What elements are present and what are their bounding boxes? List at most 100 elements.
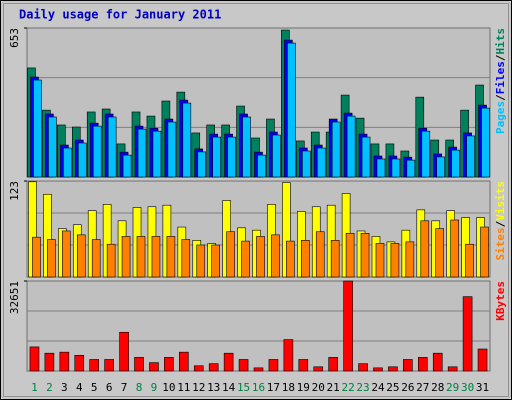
bar xyxy=(29,346,40,372)
bar xyxy=(328,357,338,372)
bar xyxy=(302,150,311,178)
bar xyxy=(462,296,473,372)
bar xyxy=(405,241,415,278)
bar xyxy=(256,236,265,278)
bar xyxy=(62,230,71,278)
bar xyxy=(106,243,116,278)
bar xyxy=(432,352,443,372)
bar xyxy=(391,158,401,178)
bar xyxy=(166,236,176,278)
bar xyxy=(241,240,250,278)
x-tick-label: 17 xyxy=(267,381,280,394)
bar xyxy=(32,236,41,278)
bar xyxy=(208,363,219,372)
bar xyxy=(257,154,266,178)
bar xyxy=(358,363,368,372)
chart-title: Daily usage for January 2011 xyxy=(19,8,221,22)
bar xyxy=(47,239,56,278)
x-tick-label: 24 xyxy=(371,381,385,394)
bar xyxy=(151,236,161,278)
bar xyxy=(48,116,57,178)
bar xyxy=(403,359,413,372)
bar xyxy=(152,130,162,178)
bar xyxy=(212,136,221,178)
x-tick-label: 7 xyxy=(121,381,128,394)
x-tick-label: 13 xyxy=(207,381,220,394)
bar xyxy=(480,226,489,278)
x-tick-label: 26 xyxy=(401,381,414,394)
bar xyxy=(33,79,42,178)
bar xyxy=(436,156,446,178)
legend-separator: / xyxy=(494,220,507,227)
bar xyxy=(477,348,488,372)
bar xyxy=(74,354,85,372)
bar xyxy=(253,367,264,372)
bar xyxy=(76,234,86,278)
x-tick-label: 16 xyxy=(252,381,265,394)
x-tick-label: 21 xyxy=(327,381,340,394)
bar xyxy=(137,128,147,178)
bar xyxy=(287,42,296,178)
bar xyxy=(301,240,310,278)
x-tick-label: 2 xyxy=(46,381,53,394)
x-tick-label: 29 xyxy=(446,381,459,394)
x-tick-label: 5 xyxy=(91,381,98,394)
bar xyxy=(331,121,341,178)
x-tick-label: 20 xyxy=(312,381,325,394)
bar xyxy=(451,149,460,178)
y-tick-label: 123 xyxy=(8,181,21,201)
bar xyxy=(121,236,131,278)
x-tick-label: 25 xyxy=(386,381,399,394)
bar xyxy=(193,365,204,372)
bar xyxy=(361,136,371,178)
bar xyxy=(119,331,129,372)
bar xyxy=(435,228,445,278)
x-tick-label: 22 xyxy=(341,381,354,394)
bar xyxy=(346,115,356,178)
bar xyxy=(315,231,325,278)
x-tick-label: 19 xyxy=(297,381,310,394)
bar xyxy=(313,366,324,372)
bar xyxy=(406,159,416,178)
x-tick-label: 30 xyxy=(461,381,474,394)
bar xyxy=(375,243,385,278)
x-tick-label: 27 xyxy=(416,381,429,394)
bar xyxy=(373,367,383,372)
x-tick-label: 1 xyxy=(31,381,38,394)
bar xyxy=(388,366,398,372)
bar xyxy=(167,121,177,178)
bar xyxy=(77,142,87,178)
bar xyxy=(286,240,295,278)
x-tick-label: 6 xyxy=(106,381,113,394)
bar xyxy=(136,236,146,278)
bar xyxy=(164,357,174,372)
bar xyxy=(63,147,72,178)
plot-area xyxy=(26,280,491,372)
bar xyxy=(122,154,132,178)
bar xyxy=(360,232,370,278)
bar xyxy=(91,239,101,278)
bar xyxy=(238,359,249,372)
y-tick-label: 653 xyxy=(8,28,21,48)
x-tick-label: 9 xyxy=(151,381,158,394)
bar xyxy=(330,240,340,278)
bar xyxy=(107,116,117,178)
bar xyxy=(271,234,280,278)
bar xyxy=(390,243,400,278)
x-tick-label: 3 xyxy=(61,381,68,394)
x-tick-label: 8 xyxy=(136,381,143,394)
bar xyxy=(345,232,355,278)
bar xyxy=(44,352,55,372)
bar xyxy=(420,220,430,278)
bar xyxy=(283,339,294,372)
bar xyxy=(447,366,458,372)
x-tick-label: 23 xyxy=(356,381,369,394)
bar xyxy=(226,231,235,278)
bar xyxy=(343,280,353,372)
bar xyxy=(89,359,100,372)
x-tick-label: 12 xyxy=(192,381,205,394)
bar xyxy=(268,359,279,372)
legend-entry: Sites xyxy=(494,227,507,260)
x-tick-label: 14 xyxy=(222,381,236,394)
bar xyxy=(92,125,102,178)
